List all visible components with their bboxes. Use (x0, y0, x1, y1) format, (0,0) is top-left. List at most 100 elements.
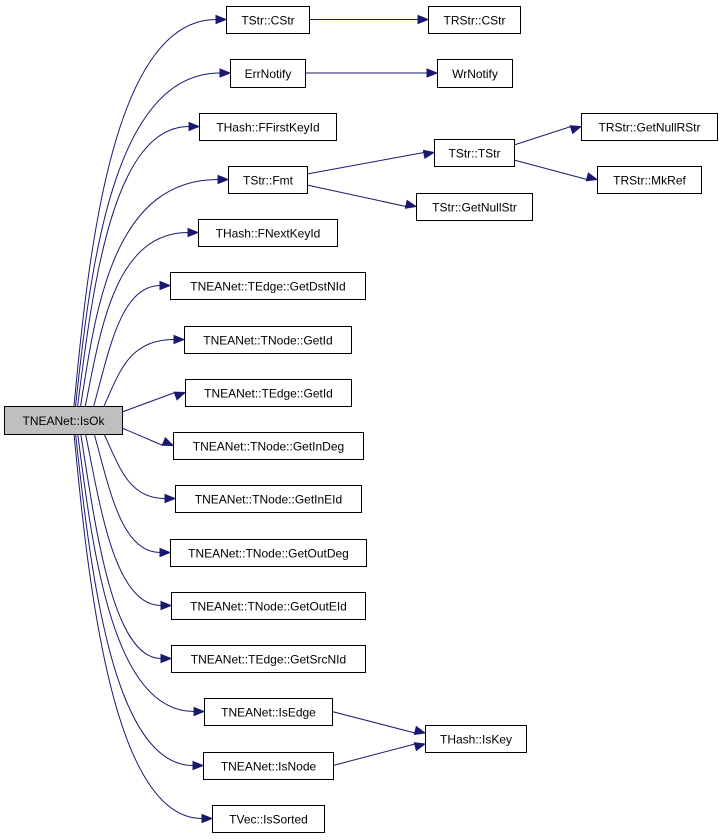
node-isedge[interactable]: TNEANet::IsEdge (204, 698, 333, 726)
arrowhead-icon (160, 653, 173, 664)
node-getnullstr[interactable]: TStr::GetNullStr (416, 193, 533, 221)
arrowhead-icon (188, 121, 201, 132)
node-label: TNEANet::TNode::GetOutEId (190, 600, 347, 614)
call-edge (73, 19, 217, 407)
arrowhead-icon (173, 334, 186, 345)
node-issorted[interactable]: TVec::IsSorted (212, 805, 325, 833)
arrowhead-icon (219, 68, 232, 78)
arrowhead-icon (164, 493, 177, 504)
edges (73, 14, 599, 824)
call-edge (80, 433, 162, 659)
node-label: TStr::TStr (449, 147, 501, 161)
arrowhead-icon (187, 227, 200, 238)
node-box (203, 752, 334, 780)
node-label: ErrNotify (245, 67, 292, 81)
node-getnullrstr[interactable]: TRStr::GetNullRStr (581, 113, 718, 141)
node-box (173, 432, 364, 460)
node-box (212, 805, 325, 833)
arrowhead-icon (217, 174, 230, 185)
node-errnotify[interactable]: ErrNotify (230, 59, 306, 88)
node-isnode[interactable]: TNEANet::IsNode (203, 752, 334, 780)
call-edge (306, 184, 407, 207)
node-label: WrNotify (452, 67, 498, 81)
call-edge (75, 433, 194, 766)
node-label: TRStr::MkRef (613, 174, 686, 188)
arrowhead-icon (417, 14, 430, 25)
arrowhead-icon (426, 68, 439, 78)
node-box (437, 59, 513, 88)
node-label: TNEANet::TNode::GetOutDeg (188, 547, 349, 561)
node-box (184, 326, 352, 354)
node-label: TNEANet::TNode::GetInEId (195, 493, 342, 507)
arrowhead-icon (193, 706, 206, 717)
node-box (198, 219, 338, 247)
call-edge (332, 743, 416, 766)
node-box (175, 485, 362, 513)
call-edge (513, 126, 572, 146)
node-trstr_cstr[interactable]: TRStr::CStr (428, 6, 521, 34)
call-edge (80, 179, 219, 407)
node-edge_getid[interactable]: TNEANet::TEdge::GetId (185, 379, 352, 407)
node-label: TVec::IsSorted (229, 813, 308, 827)
arrowhead-icon (159, 547, 172, 558)
node-label: THash::IsKey (440, 733, 512, 747)
node-mkref[interactable]: TRStr::MkRef (597, 166, 702, 194)
arrowhead-icon (569, 125, 583, 135)
node-box (230, 59, 306, 88)
node-getsrcnid[interactable]: TNEANet::TEdge::GetSrcNId (171, 645, 366, 673)
node-label: TNEANet::IsEdge (221, 706, 316, 720)
node-box (4, 406, 123, 435)
node-box (597, 166, 702, 194)
call-edge (93, 433, 161, 553)
arrowhead-icon (159, 280, 172, 291)
call-edge (75, 72, 221, 407)
node-getouteid[interactable]: TNEANet::TNode::GetOutEId (171, 592, 366, 620)
node-box (204, 698, 333, 726)
call-edge (73, 433, 203, 819)
node-label: TNEANet::TNode::GetId (203, 334, 332, 348)
node-box (425, 725, 527, 753)
node-iskey[interactable]: THash::IsKey (425, 725, 527, 753)
node-label: THash::FNextKeyId (216, 227, 321, 241)
node-label: TRStr::GetNullRStr (598, 121, 700, 135)
node-label: TStr::Fmt (243, 174, 294, 188)
call-edge (84, 232, 189, 407)
arrowhead-icon (160, 600, 173, 611)
node-box (171, 592, 366, 620)
call-edge (103, 339, 175, 407)
call-edge (85, 433, 162, 606)
arrowhead-icon (161, 437, 175, 447)
node-box (199, 113, 337, 141)
node-node_getid[interactable]: TNEANet::TNode::GetId (184, 326, 352, 354)
arrowhead-icon (201, 813, 214, 824)
node-fnextkeyid[interactable]: THash::FNextKeyId (198, 219, 338, 247)
node-getineid[interactable]: TNEANet::TNode::GetInEId (175, 485, 362, 513)
node-getindeg[interactable]: TNEANet::TNode::GetInDeg (173, 432, 364, 460)
node-box (226, 6, 310, 34)
call-edge (121, 392, 176, 413)
node-box (416, 193, 533, 221)
node-tstr_cstr[interactable]: TStr::CStr (226, 6, 310, 34)
node-tstr_tstr[interactable]: TStr::TStr (434, 139, 515, 167)
node-box (228, 166, 308, 194)
call-edge (513, 159, 588, 180)
node-fmt[interactable]: TStr::Fmt (228, 166, 308, 194)
node-isok[interactable]: TNEANet::IsOk (4, 406, 123, 435)
node-box (434, 139, 515, 167)
arrowhead-icon (173, 391, 187, 401)
arrowhead-icon (215, 14, 228, 25)
call-edge (77, 126, 190, 407)
node-label: TNEANet::TNode::GetInDeg (193, 440, 344, 454)
arrowhead-icon (585, 172, 599, 182)
call-edge (121, 427, 164, 446)
node-ffirstkeyid[interactable]: THash::FFirstKeyId (199, 113, 337, 141)
node-wrnotify[interactable]: WrNotify (437, 59, 513, 88)
node-box (170, 539, 367, 567)
node-getdstnid[interactable]: TNEANet::TEdge::GetDstNId (170, 272, 366, 300)
node-getoutdeg[interactable]: TNEANet::TNode::GetOutDeg (170, 539, 367, 567)
call-edge (306, 152, 425, 175)
node-box (185, 379, 352, 407)
node-box (170, 272, 366, 300)
node-label: TNEANet::IsNode (221, 760, 317, 774)
